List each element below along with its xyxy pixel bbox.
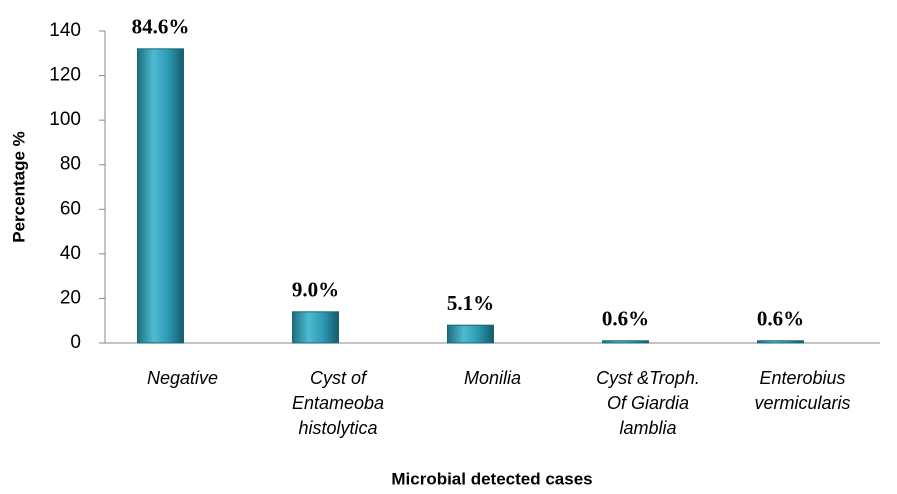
y-axis-title: Percentage % [9, 131, 28, 243]
y-tick-label: 40 [60, 243, 81, 264]
x-tick-label: Cyst &Troph. Of Giardia lamblia [596, 368, 700, 438]
bar [292, 311, 339, 344]
y-tick-label: 100 [49, 109, 81, 130]
bar [447, 324, 494, 344]
x-axis-title: Microbial detected cases [391, 469, 592, 488]
data-label: 9.0% [292, 278, 339, 302]
y-tick-label: 140 [49, 20, 81, 41]
data-label: 84.6% [132, 15, 190, 39]
x-tick-label: Monilia [463, 368, 522, 388]
data-label: 0.6% [602, 307, 649, 331]
x-tick-label: Cyst of Entameoba histolytica [291, 368, 385, 438]
data-label: 0.6% [757, 307, 804, 331]
bar [137, 48, 184, 344]
x-tick-label: Enterobius vermicularis [754, 368, 851, 413]
y-tick-label: 60 [60, 198, 81, 219]
x-tick-label: Negative [146, 368, 219, 388]
data-label: 5.1% [447, 291, 494, 315]
y-tick-label: 80 [60, 154, 81, 175]
y-tick-label: 20 [60, 287, 81, 308]
y-tick-label: 120 [49, 65, 81, 86]
y-tick-label: 0 [70, 332, 81, 353]
bar [602, 340, 649, 344]
bar [757, 340, 804, 344]
